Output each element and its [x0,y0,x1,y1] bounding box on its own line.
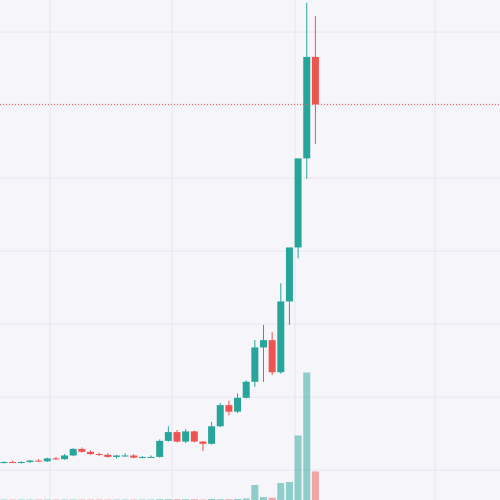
candle-body [61,455,69,460]
candle-body [121,455,129,457]
candle-body [199,441,207,444]
candle-body [35,460,43,462]
candle-body [0,462,8,464]
volume-bar [277,483,285,500]
candle-body [251,347,259,382]
candle-body [43,458,51,462]
candle-body [234,397,242,412]
candle-body [52,458,60,460]
volume-bar [260,497,267,500]
time-grid [49,0,436,500]
volume-bar [234,498,242,500]
candle-body [242,381,250,398]
candle-body [164,432,172,441]
candle-body [277,301,285,373]
candle-body [17,462,25,464]
candle-body [190,431,198,442]
volume-bar [294,435,302,500]
volume-bar [251,485,259,500]
candle-body [95,454,103,456]
candle-body [9,462,17,464]
candle-body [268,340,276,373]
candle-body [130,455,138,458]
candle-body [138,456,146,458]
candle-body [294,158,302,248]
candle-body [69,448,77,456]
volume-bar [311,471,319,500]
candle-body [173,432,181,442]
candle-body [147,456,155,458]
volume-bar [208,498,216,500]
candle-body [156,440,164,457]
volume-bar [242,498,250,500]
candle-body [303,56,311,159]
candle-body [112,455,120,457]
candle-body [311,56,319,105]
candle-body [87,451,94,455]
candle-body [26,460,34,463]
candle-body [216,405,224,427]
volume-bar [268,497,276,500]
candle-body [104,454,112,457]
candle-body [208,426,216,444]
candle-body [285,247,293,302]
volume-bar [303,372,311,500]
candle-body [182,431,190,442]
candle-body [78,448,86,452]
volume-bar [285,482,293,500]
candle-body [260,340,267,348]
candle-body [225,405,233,412]
